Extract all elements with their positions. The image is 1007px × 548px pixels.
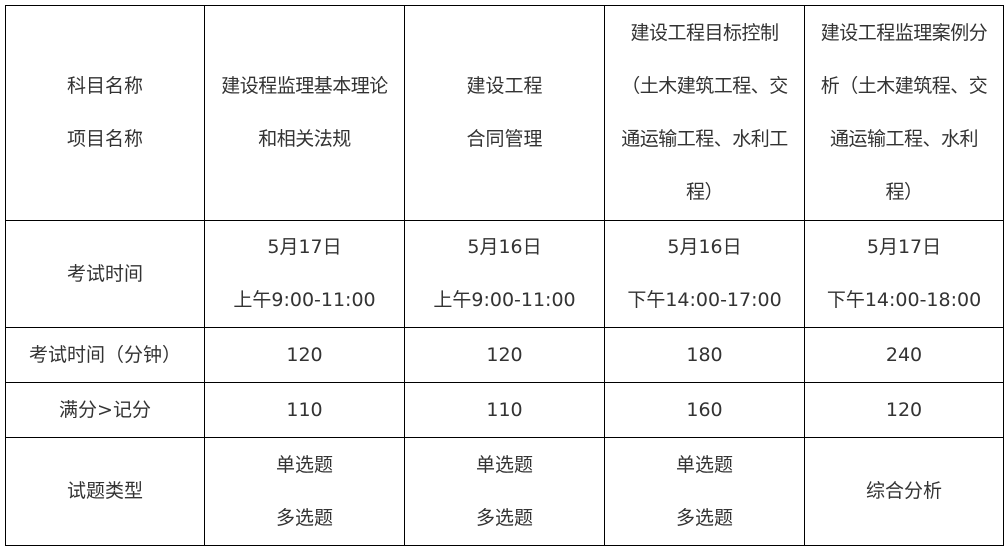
table-row-duration: 考试时间（分钟） 120 120 180 240 (5, 327, 1004, 383)
table-row-exam-time: 考试时间 5月17日 上午9:00-11:00 5月16日 上午9:00-11:… (5, 220, 1004, 328)
row-label: 考试时间 (5, 220, 205, 328)
table-cell: 120 (204, 327, 405, 383)
table-cell: 综合分析 (804, 437, 1004, 546)
row-label: 试题类型 (5, 437, 205, 546)
table-cell: 5月17日 下午14:00-18:00 (804, 220, 1004, 328)
row-label: 考试时间（分钟） (5, 327, 205, 383)
table-cell: 单选题 多选题 (204, 437, 405, 546)
table-cell: 5月16日 下午14:00-17:00 (604, 220, 805, 328)
table-cell: 180 (604, 327, 805, 383)
row-label: 满分>记分 (5, 382, 205, 438)
table-cell: 建设工程 合同管理 (404, 5, 605, 221)
table-cell: 单选题 多选题 (404, 437, 605, 546)
exam-schedule-table: 科目名称 项目名称 建设程监理基本理论 和相关法规 建设工程 合同管理 建设工程… (5, 5, 1004, 546)
table-cell: 5月16日 上午9:00-11:00 (404, 220, 605, 328)
table-cell: 单选题 多选题 (604, 437, 805, 546)
table-row-scores: 满分>记分 110 110 160 120 (5, 382, 1004, 438)
table-cell: 120 (804, 382, 1004, 438)
table-cell: 建设工程监理案例分 析（土木建筑程、交 通运输工程、水利 程） (804, 5, 1004, 221)
table-cell: 建设程监理基本理论 和相关法规 (204, 5, 405, 221)
table-row-subject-names: 科目名称 项目名称 建设程监理基本理论 和相关法规 建设工程 合同管理 建设工程… (5, 5, 1004, 221)
table-cell: 110 (204, 382, 405, 438)
table-cell: 建设工程目标控制 （土木建筑工程、交 通运输工程、水利工 程） (604, 5, 805, 221)
table-cell: 120 (404, 327, 605, 383)
table-cell: 110 (404, 382, 605, 438)
table-cell: 5月17日 上午9:00-11:00 (204, 220, 405, 328)
table-cell: 240 (804, 327, 1004, 383)
table-row-question-types: 试题类型 单选题 多选题 单选题 多选题 单选题 多选题 综合分析 (5, 437, 1004, 546)
table-cell: 160 (604, 382, 805, 438)
row-label: 科目名称 项目名称 (5, 5, 205, 221)
